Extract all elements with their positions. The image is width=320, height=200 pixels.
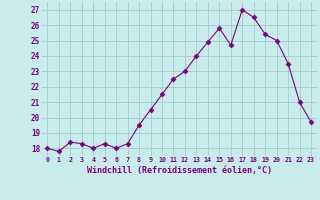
X-axis label: Windchill (Refroidissement éolien,°C): Windchill (Refroidissement éolien,°C) — [87, 166, 272, 175]
